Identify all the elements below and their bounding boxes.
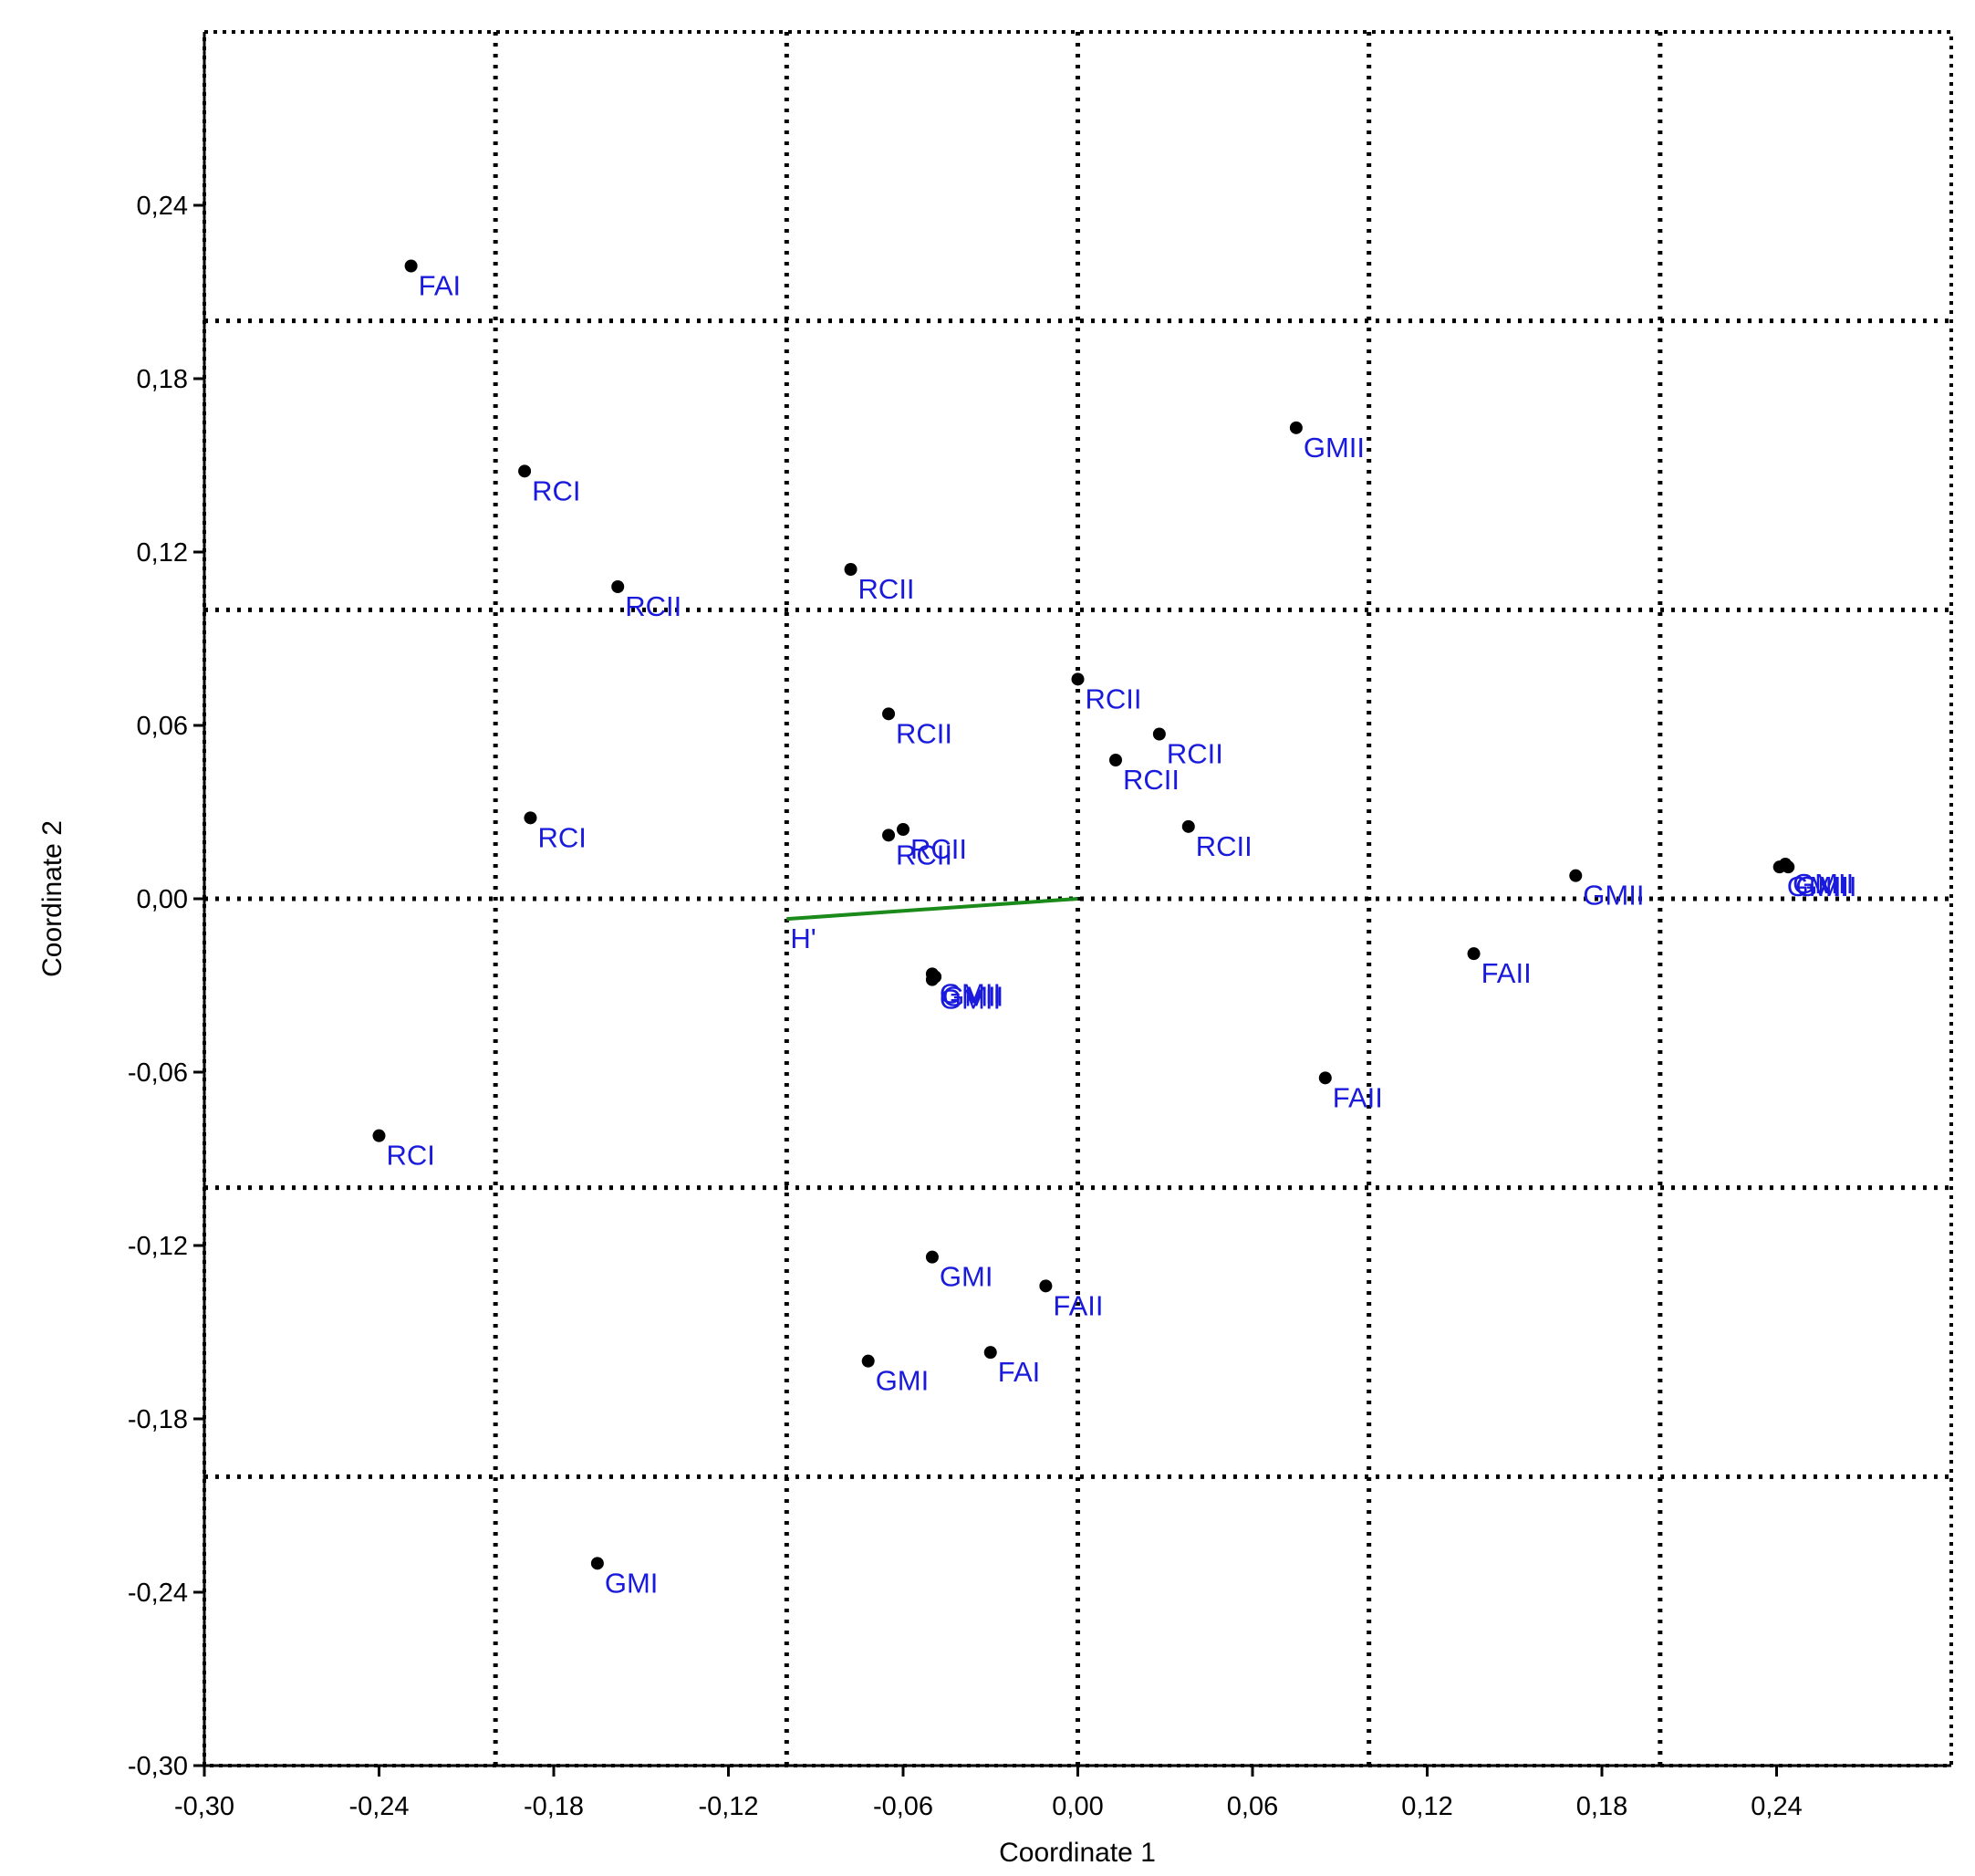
data-point-label: RCII	[858, 573, 915, 605]
data-point-label: GMII	[1795, 870, 1856, 902]
y-tick-label: 0,06	[137, 712, 188, 741]
x-tick-label: 0,06	[1227, 1792, 1278, 1821]
x-tick-label: -0,12	[698, 1792, 758, 1821]
x-tick-label: 0,12	[1401, 1792, 1452, 1821]
data-point	[524, 811, 537, 825]
y-tick-label: -0,12	[128, 1232, 188, 1261]
data-point-label: FAI	[419, 270, 462, 302]
x-tick-label: -0,24	[348, 1792, 409, 1821]
points-layer: FAIRCIRCIIRCIIRCIRCIIRCIIRCIIRCIIRCIIRCI…	[372, 259, 1856, 1599]
data-point	[861, 1354, 875, 1368]
x-tick-label: 0,00	[1052, 1792, 1103, 1821]
y-tick-label: 0,18	[137, 365, 188, 394]
vector-label: H'	[790, 922, 816, 954]
data-point-label: FAII	[1333, 1081, 1383, 1113]
y-tick-label: 0,12	[137, 538, 188, 568]
data-point	[404, 259, 418, 273]
data-point	[882, 707, 896, 721]
x-tick-label: 0,18	[1576, 1792, 1627, 1821]
x-axis-title: Coordinate 1	[999, 1838, 1156, 1868]
y-axis-title: Coordinate 2	[37, 820, 68, 977]
data-point	[590, 1557, 604, 1570]
data-point-label: GMI	[940, 1261, 993, 1293]
data-point	[897, 823, 910, 836]
data-point-label: RCII	[1086, 683, 1142, 714]
data-point	[1152, 727, 1166, 741]
y-tick-label: -0,24	[128, 1579, 188, 1608]
data-point-label: RCI	[537, 821, 586, 853]
vector-layer: H'	[786, 897, 1078, 954]
y-tick-label: -0,30	[128, 1752, 188, 1781]
data-point	[1569, 869, 1583, 882]
data-point-label: RCI	[532, 474, 580, 506]
data-point-label: GMII	[1583, 880, 1644, 912]
data-point	[983, 1346, 997, 1360]
y-tick-label: 0,00	[137, 885, 188, 914]
data-point-label: RCII	[625, 590, 681, 622]
data-point	[1181, 819, 1195, 833]
data-point-label: RCII	[896, 717, 952, 749]
y-tick-label: -0,18	[128, 1405, 188, 1434]
data-point-label: FAII	[1481, 957, 1532, 989]
data-point-label: GMI	[876, 1365, 930, 1397]
data-point-label: RCII	[1123, 764, 1180, 796]
data-point-label: GMII	[1793, 868, 1854, 900]
y-tick-label: -0,06	[128, 1058, 188, 1088]
data-point-label: GMII	[940, 977, 1001, 1009]
data-point-label: GMII	[942, 981, 1003, 1013]
data-point	[882, 829, 896, 842]
data-point-label: RCII	[1196, 830, 1253, 862]
data-point	[1108, 754, 1122, 766]
data-point-label: FAI	[998, 1356, 1041, 1388]
data-point-label: FAII	[1053, 1289, 1103, 1321]
vector-line	[786, 897, 1078, 922]
data-point	[372, 1129, 386, 1142]
data-point	[1467, 947, 1481, 961]
data-point-label: RCII	[1167, 738, 1223, 770]
data-point-label: RCI	[387, 1140, 435, 1172]
data-point	[1782, 860, 1795, 874]
data-point	[611, 580, 625, 593]
data-point	[925, 973, 939, 986]
y-axis-ticks: -0,30 -0,24 -0,18 -0,12 -0,06 0,00 0,06 0,12 0,1…	[128, 192, 204, 1781]
data-point	[1071, 672, 1085, 686]
x-tick-label: -0,06	[873, 1792, 933, 1821]
x-tick-label: -0,30	[174, 1792, 234, 1821]
data-point-label: GMI	[605, 1567, 659, 1599]
data-point-label: GMII	[1304, 432, 1365, 464]
data-point	[844, 563, 858, 576]
data-point	[1318, 1071, 1332, 1085]
data-point	[1039, 1279, 1053, 1293]
data-point-label: RCII	[910, 833, 967, 865]
data-point	[1289, 421, 1303, 434]
x-tick-label: -0,18	[524, 1792, 584, 1821]
data-point-label: GMII	[940, 984, 1001, 1016]
data-point	[518, 464, 532, 478]
x-axis-ticks: -0,30 -0,24 -0,18 -0,12 -0,06 0,00 0,06 0,12 0,1…	[174, 1766, 1803, 1821]
y-tick-label: 0,24	[137, 192, 188, 221]
data-point-label: GMII	[1787, 870, 1848, 902]
data-point-label: RCII	[896, 839, 952, 870]
x-tick-label: 0,24	[1751, 1792, 1802, 1821]
data-point	[925, 1250, 939, 1264]
